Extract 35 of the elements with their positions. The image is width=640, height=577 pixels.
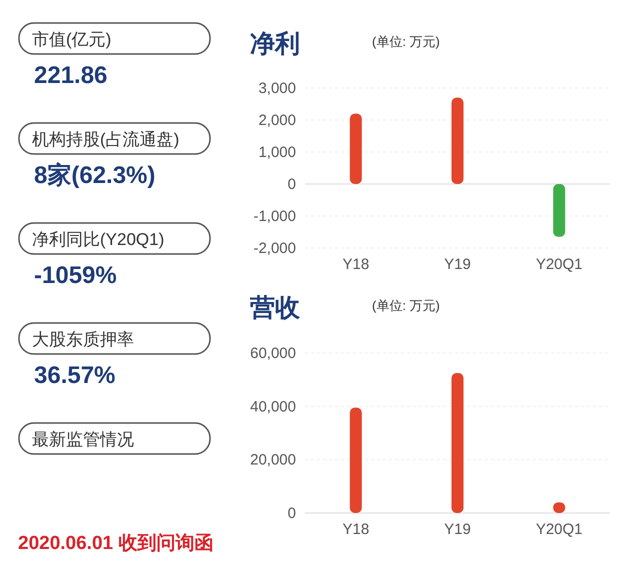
- y-tick-label: 20,000: [250, 452, 296, 469]
- text: 8家(62.3%): [34, 162, 156, 189]
- bar: [350, 408, 362, 513]
- y-tick-label: -1,000: [253, 208, 296, 225]
- bar: [350, 114, 362, 184]
- text: -1059%: [34, 262, 117, 289]
- chart-subtitle: (单位: 万元): [372, 298, 440, 313]
- bar: [452, 373, 464, 513]
- x-tick-label: Y19: [444, 521, 471, 538]
- text: 2020.06.01 收到问询函: [18, 532, 214, 554]
- bar: [452, 98, 464, 184]
- chart-title: 净利: [250, 30, 300, 58]
- x-tick-label: Y20Q1: [536, 521, 583, 538]
- text: 市值(亿元): [32, 30, 112, 49]
- x-tick-label: Y20Q1: [536, 256, 583, 273]
- chart-subtitle: (单位: 万元): [372, 34, 440, 49]
- y-tick-label: 1,000: [258, 144, 296, 161]
- y-tick-label: 2,000: [258, 112, 296, 129]
- x-tick-label: Y18: [342, 521, 370, 538]
- bar: [553, 184, 566, 237]
- text: 大股东质押率: [32, 330, 134, 349]
- y-tick-label: 40,000: [250, 398, 296, 416]
- text: 机构持股(占流通盘): [32, 130, 180, 149]
- y-tick-label: 60,000: [250, 345, 296, 362]
- x-tick-label: Y19: [444, 256, 471, 273]
- text: 最新监管情况: [32, 430, 134, 449]
- y-tick-label: -2,000: [253, 240, 296, 257]
- y-tick-label: 3,000: [258, 80, 296, 97]
- y-tick-label: 0: [288, 176, 296, 193]
- chart-title: 营收: [249, 294, 301, 322]
- y-tick-label: 0: [288, 505, 296, 522]
- text: 221.86: [34, 62, 108, 89]
- x-tick-label: Y18: [342, 256, 370, 273]
- text: 36.57%: [34, 362, 116, 389]
- text: 净利同比(Y20Q1): [32, 230, 164, 249]
